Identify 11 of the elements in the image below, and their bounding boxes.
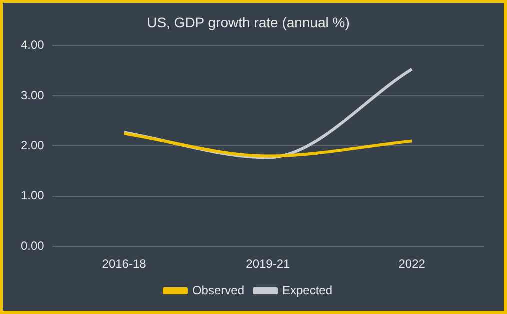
y-tick-label: 4.00: [20, 38, 45, 52]
x-tick-label: 2016-18: [102, 257, 147, 272]
legend-label: Observed: [192, 283, 244, 298]
legend-label: Expected: [282, 283, 333, 298]
y-tick-label: 1.00: [20, 188, 45, 203]
y-tick-label: 3.00: [20, 88, 45, 102]
x-tick-label: 2022: [398, 257, 426, 272]
y-tick-label: 2.00: [20, 138, 45, 153]
chart-title: US, GDP growth rate (annual %): [147, 14, 350, 30]
x-tick-label: 2019-21: [246, 257, 291, 272]
y-tick-label: 0.00: [20, 238, 45, 253]
